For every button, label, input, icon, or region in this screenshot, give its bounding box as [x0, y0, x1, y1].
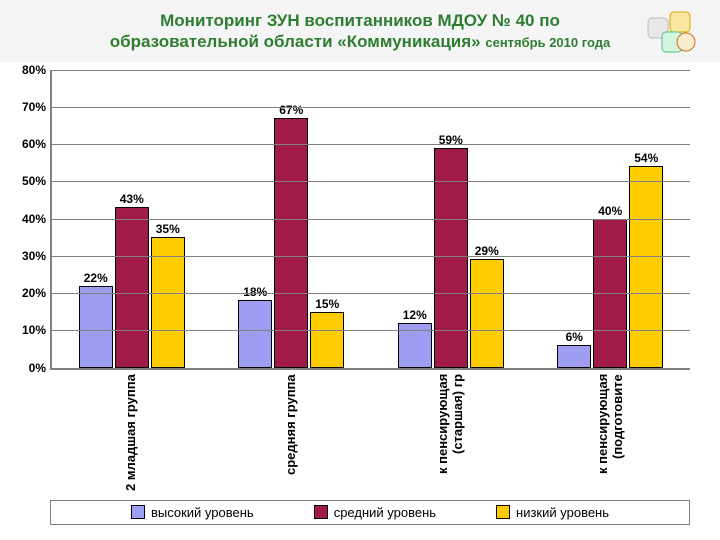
y-tick-label: 0% [29, 361, 52, 375]
legend-swatch [314, 505, 328, 519]
grid-line [52, 144, 690, 145]
bar-value-label: 35% [156, 222, 180, 236]
legend-swatch [131, 505, 145, 519]
puzzle-icon [642, 8, 702, 58]
x-tick-label: к пенсирующая (старшая) гр [370, 374, 530, 494]
bar-low: 54% [629, 166, 663, 367]
bar-value-label: 43% [120, 192, 144, 206]
bar-high: 22% [79, 286, 113, 368]
grid-line [52, 256, 690, 257]
x-tick-label: 2 младшая группа [50, 374, 210, 494]
legend: высокий уровень средний уровень низкий уро… [50, 500, 690, 525]
bar-high: 6% [557, 345, 591, 367]
y-tick-label: 10% [22, 323, 52, 337]
bar-value-label: 6% [566, 330, 583, 344]
bar-value-label: 40% [598, 204, 622, 218]
page-title: Мониторинг ЗУН воспитанников МДОУ № 40 п… [60, 10, 660, 53]
x-tick-label: средняя группа [210, 374, 370, 494]
legend-item-low: низкий уровень [496, 505, 609, 520]
legend-label: низкий уровень [516, 505, 609, 520]
bar-mid: 43% [115, 207, 149, 367]
bar-high: 18% [238, 300, 272, 367]
y-tick-label: 80% [22, 63, 52, 77]
plot-area: 22%43%35%18%67%15%12%59%29%6%40%54% 0%10… [50, 70, 690, 370]
legend-item-mid: средний уровень [314, 505, 436, 520]
grid-line [52, 219, 690, 220]
x-tick-label: к пенсирующая (подготовите [530, 374, 690, 494]
title-line2: образовательной области «Коммуникация» [110, 32, 486, 51]
y-tick-label: 70% [22, 100, 52, 114]
bar-value-label: 54% [634, 151, 658, 165]
legend-label: средний уровень [334, 505, 436, 520]
legend-swatch [496, 505, 510, 519]
bar-value-label: 67% [279, 103, 303, 117]
title-line1: Мониторинг ЗУН воспитанников МДОУ № 40 п… [160, 11, 560, 30]
grid-line [52, 293, 690, 294]
grid-line [52, 330, 690, 331]
y-tick-label: 50% [22, 174, 52, 188]
y-tick-label: 30% [22, 249, 52, 263]
bar-chart: 22%43%35%18%67%15%12%59%29%6%40%54% 0%10… [50, 70, 690, 370]
legend-label: высокий уровень [151, 505, 254, 520]
bar-value-label: 22% [84, 271, 108, 285]
grid-line [52, 181, 690, 182]
y-tick-label: 40% [22, 212, 52, 226]
legend-item-high: высокий уровень [131, 505, 254, 520]
y-tick-label: 20% [22, 286, 52, 300]
y-tick-label: 60% [22, 137, 52, 151]
bar-low: 29% [470, 259, 504, 367]
bar-value-label: 12% [403, 308, 427, 322]
title-bar: Мониторинг ЗУН воспитанников МДОУ № 40 п… [0, 0, 720, 62]
grid-line [52, 107, 690, 108]
bar-value-label: 15% [315, 297, 339, 311]
title-sub: сентябрь 2010 года [485, 35, 610, 50]
bar-low: 15% [310, 312, 344, 368]
grid-line [52, 70, 690, 71]
x-axis-labels: 2 младшая группасредняя группак пенсирую… [50, 374, 690, 494]
